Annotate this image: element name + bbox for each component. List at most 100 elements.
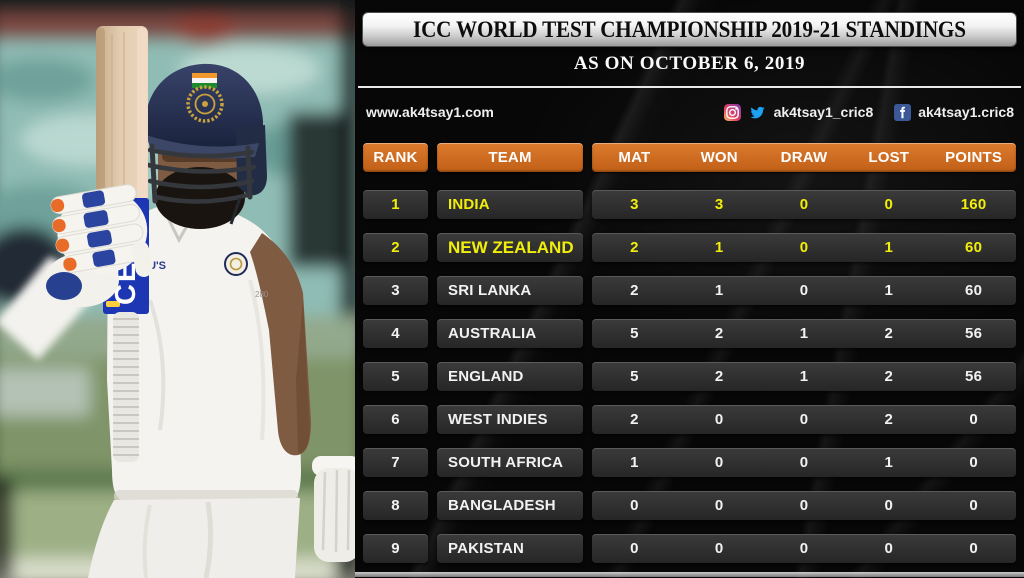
mat-value: 2: [630, 282, 639, 299]
won-value: 0: [714, 454, 724, 471]
won-value: 0: [714, 497, 724, 514]
title-bar: ICC WORLD TEST CHAMPIONSHIP 2019-21 STAN…: [362, 12, 1017, 47]
lost-value: 1: [884, 454, 894, 471]
batsman: JU'S 280 CEAT: [0, 26, 355, 578]
draw-value: 0: [799, 411, 809, 428]
mat-value: 5: [630, 368, 639, 385]
draw-value: 1: [799, 368, 809, 385]
rank-cell: 6: [363, 405, 428, 434]
bat-handle: [113, 312, 139, 462]
info-row: www.ak4tsay1.com ak4tsay1_cric8: [366, 99, 1014, 125]
twitter-icon: [749, 106, 765, 118]
subtitle: AS ON OCTOBER 6, 2019: [573, 53, 806, 74]
sleeve-number: 280: [255, 290, 269, 299]
table-row: 8 BANGLADESH 0 0 0 0 0: [363, 491, 1016, 520]
stats-cell: 0 0 0 0 0: [592, 491, 1016, 520]
rank-cell: 9: [363, 534, 428, 563]
mat-value: 2: [630, 239, 639, 256]
won-value: 0: [714, 411, 724, 428]
stats-cell: 2 1 0 1 60: [592, 233, 1016, 262]
trousers: [88, 498, 300, 578]
won-value: 2: [714, 325, 724, 342]
lost-value: 0: [884, 196, 894, 213]
mat-value: 0: [630, 497, 639, 514]
table-row: 4 AUSTRALIA 5 2 1 2 56: [363, 319, 1016, 348]
column-header-mat: MAT: [618, 149, 651, 166]
bcci-emblem: [186, 85, 224, 123]
right-arm: [250, 233, 311, 456]
points-value: 56: [965, 368, 983, 385]
rank-cell: 3: [363, 276, 428, 305]
instagram-twitter-handle: ak4tsay1_cric8: [773, 104, 874, 120]
lost-value: 2: [884, 325, 894, 342]
stats-cell: 1 0 0 1 0: [592, 448, 1016, 477]
table-row: 3 SRI LANKA 2 1 0 1 60: [363, 276, 1016, 305]
draw-value: 0: [799, 454, 809, 471]
table-body: 1 INDIA 3 3 0 0 160 2 NEW ZEALAND 2 1 0 …: [363, 190, 1016, 563]
draw-value: 0: [799, 196, 809, 213]
points-value: 0: [969, 540, 978, 557]
website-text: www.ak4tsay1.com: [366, 104, 494, 120]
india-flag: [192, 73, 217, 88]
column-header-points: POINTS: [945, 149, 1003, 166]
won-value: 1: [714, 239, 724, 256]
stats-cell: 5 2 1 2 56: [592, 319, 1016, 348]
team-cell: SOUTH AFRICA: [437, 448, 583, 477]
table-row: 2 NEW ZEALAND 2 1 0 1 60: [363, 233, 1016, 262]
bat: CEAT: [96, 26, 149, 462]
team-cell: BANGLADESH: [437, 491, 583, 520]
batsman-photo: JU'S 280 CEAT: [0, 0, 355, 578]
team-cell: SRI LANKA: [437, 276, 583, 305]
rank-cell: 2: [363, 233, 428, 262]
team-cell: INDIA: [437, 190, 583, 219]
column-header-stats: MAT WON DRAW LOST POINTS: [592, 143, 1016, 172]
draw-value: 1: [799, 325, 809, 342]
table-row: 9 PAKISTAN 0 0 0 0 0: [363, 534, 1016, 563]
lost-value: 1: [884, 239, 894, 256]
lost-value: 1: [884, 282, 894, 299]
mat-value: 2: [630, 411, 639, 428]
rank-cell: 8: [363, 491, 428, 520]
batsman-illustration: JU'S 280 CEAT: [0, 0, 355, 578]
instagram-icon: [723, 103, 741, 121]
divider-line: [358, 86, 1021, 88]
standings-panel: ICC WORLD TEST CHAMPIONSHIP 2019-21 STAN…: [355, 0, 1024, 578]
stats-cell: 2 0 0 2 0: [592, 405, 1016, 434]
right-glove: [312, 456, 355, 562]
stats-cell: 3 3 0 0 160: [592, 190, 1016, 219]
rank-cell: 5: [363, 362, 428, 391]
column-header-lost: LOST: [868, 149, 910, 166]
stats-cell: 0 0 0 0 0: [592, 534, 1016, 563]
draw-value: 0: [799, 540, 809, 557]
points-value: 0: [969, 411, 978, 428]
rank-cell: 1: [363, 190, 428, 219]
chin-strap: [229, 197, 242, 225]
points-value: 60: [965, 282, 983, 299]
table-row: 1 INDIA 3 3 0 0 160: [363, 190, 1016, 219]
facebook-handle: ak4tsay1.cric8: [918, 104, 1014, 120]
mat-value: 5: [630, 325, 639, 342]
mat-value: 1: [630, 454, 639, 471]
rank-cell: 7: [363, 448, 428, 477]
social-handles: ak4tsay1_cric8 ak4tsay1.cric8: [723, 103, 1014, 121]
lost-value: 0: [884, 540, 894, 557]
chest-crest: [224, 252, 248, 276]
facebook-icon: [894, 103, 912, 121]
mat-value: 0: [630, 540, 639, 557]
column-header-won: WON: [700, 149, 738, 166]
team-cell: PAKISTAN: [437, 534, 583, 563]
points-value: 56: [965, 325, 983, 342]
table-header-row: RANK TEAM MAT WON DRAW LOST POINTS: [363, 143, 1016, 172]
won-value: 2: [714, 368, 724, 385]
mat-value: 3: [630, 196, 639, 213]
won-value: 3: [714, 196, 724, 213]
table-row: 5 ENGLAND 5 2 1 2 56: [363, 362, 1016, 391]
table-row: 7 SOUTH AFRICA 1 0 0 1 0: [363, 448, 1016, 477]
column-header-draw: DRAW: [780, 149, 828, 166]
stats-cell: 5 2 1 2 56: [592, 362, 1016, 391]
points-value: 0: [969, 497, 978, 514]
team-cell: ENGLAND: [437, 362, 583, 391]
points-value: 160: [960, 196, 987, 213]
lost-value: 2: [884, 368, 894, 385]
